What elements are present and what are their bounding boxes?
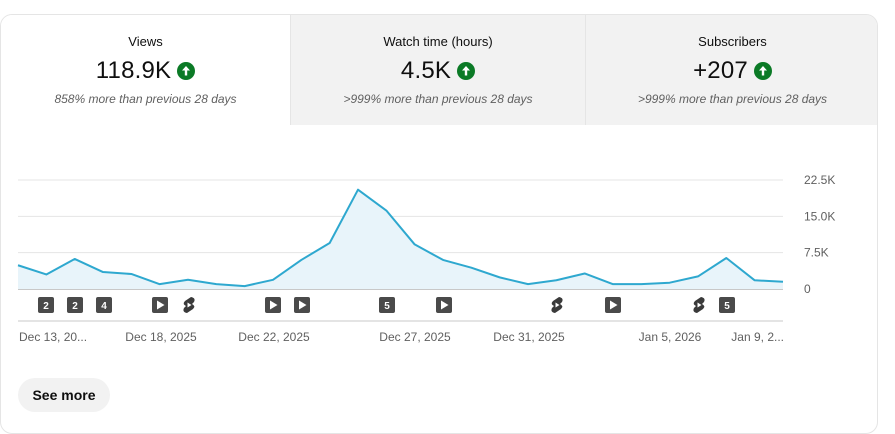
series-line xyxy=(17,188,784,288)
video-marker-icon xyxy=(152,297,168,313)
arrow-up-icon xyxy=(753,62,772,80)
y-tick-label: 22.5K xyxy=(804,173,835,187)
tab-value: 4.5K xyxy=(400,57,452,84)
analytics-card: Views 118.9K 858% more than previous 28 … xyxy=(0,14,878,434)
marker-count: 5 xyxy=(384,301,390,312)
video-count-marker: 2 xyxy=(38,297,54,313)
x-tick-label: Dec 22, 2025 xyxy=(238,330,310,344)
marker-count: 2 xyxy=(72,301,78,312)
x-tick-label: Jan 5, 2026 xyxy=(639,330,702,344)
arrow-up-icon xyxy=(457,62,476,80)
x-tick-label: Dec 18, 2025 xyxy=(125,330,197,344)
y-tick-label: 7.5K xyxy=(804,246,829,260)
video-marker-icon xyxy=(436,297,452,313)
area-fill xyxy=(18,189,783,289)
metric-tabs: Views 118.9K 858% more than previous 28 … xyxy=(1,15,877,125)
tab-comparison: 858% more than previous 28 days xyxy=(54,92,237,106)
tab-label: Views xyxy=(128,34,163,49)
tab-value: 118.9K xyxy=(95,57,172,84)
x-tick-label: Dec 31, 2025 xyxy=(493,330,565,344)
video-marker-icon xyxy=(605,297,621,313)
tab-label: Subscribers xyxy=(698,34,767,49)
video-count-marker: 4 xyxy=(96,297,112,313)
x-tick-label: Jan 9, 2... xyxy=(731,330,784,344)
tab-label: Watch time (hours) xyxy=(383,34,493,49)
tab-comparison: >999% more than previous 28 days xyxy=(637,92,828,106)
tab-views[interactable]: Views 118.9K 858% more than previous 28 … xyxy=(1,15,290,125)
video-marker-icon xyxy=(265,297,281,313)
shorts-marker-icon xyxy=(183,297,195,313)
video-marker-icon xyxy=(294,297,310,313)
marker-count: 2 xyxy=(43,301,49,312)
arrow-up-icon xyxy=(177,62,196,80)
tab-value: +207 xyxy=(693,57,748,84)
video-count-marker: 5 xyxy=(719,297,735,313)
tab-subscribers[interactable]: Subscribers +207 >999% more than previou… xyxy=(585,15,877,125)
tab-watch-time[interactable]: Watch time (hours) 4.5K >999% more than … xyxy=(290,15,585,125)
video-count-marker: 5 xyxy=(379,297,395,313)
marker-count: 5 xyxy=(724,301,730,312)
shorts-marker-icon xyxy=(693,297,705,313)
video-count-marker: 2 xyxy=(67,297,83,313)
y-tick-label: 0 xyxy=(804,282,811,296)
shorts-marker-icon xyxy=(551,297,563,313)
tab-comparison: >999% more than previous 28 days xyxy=(343,92,533,106)
see-more-button[interactable]: See more xyxy=(18,378,110,412)
y-tick-label: 15.0K xyxy=(804,209,835,223)
marker-count: 4 xyxy=(101,301,107,312)
x-tick-label: Dec 13, 20... xyxy=(19,330,87,344)
x-tick-label: Dec 27, 2025 xyxy=(379,330,451,344)
views-chart: 22.5K 15.0K 7.5K 0 2 2 4 5 5 Dec 13, 20... Dec 18,… xyxy=(17,173,835,344)
